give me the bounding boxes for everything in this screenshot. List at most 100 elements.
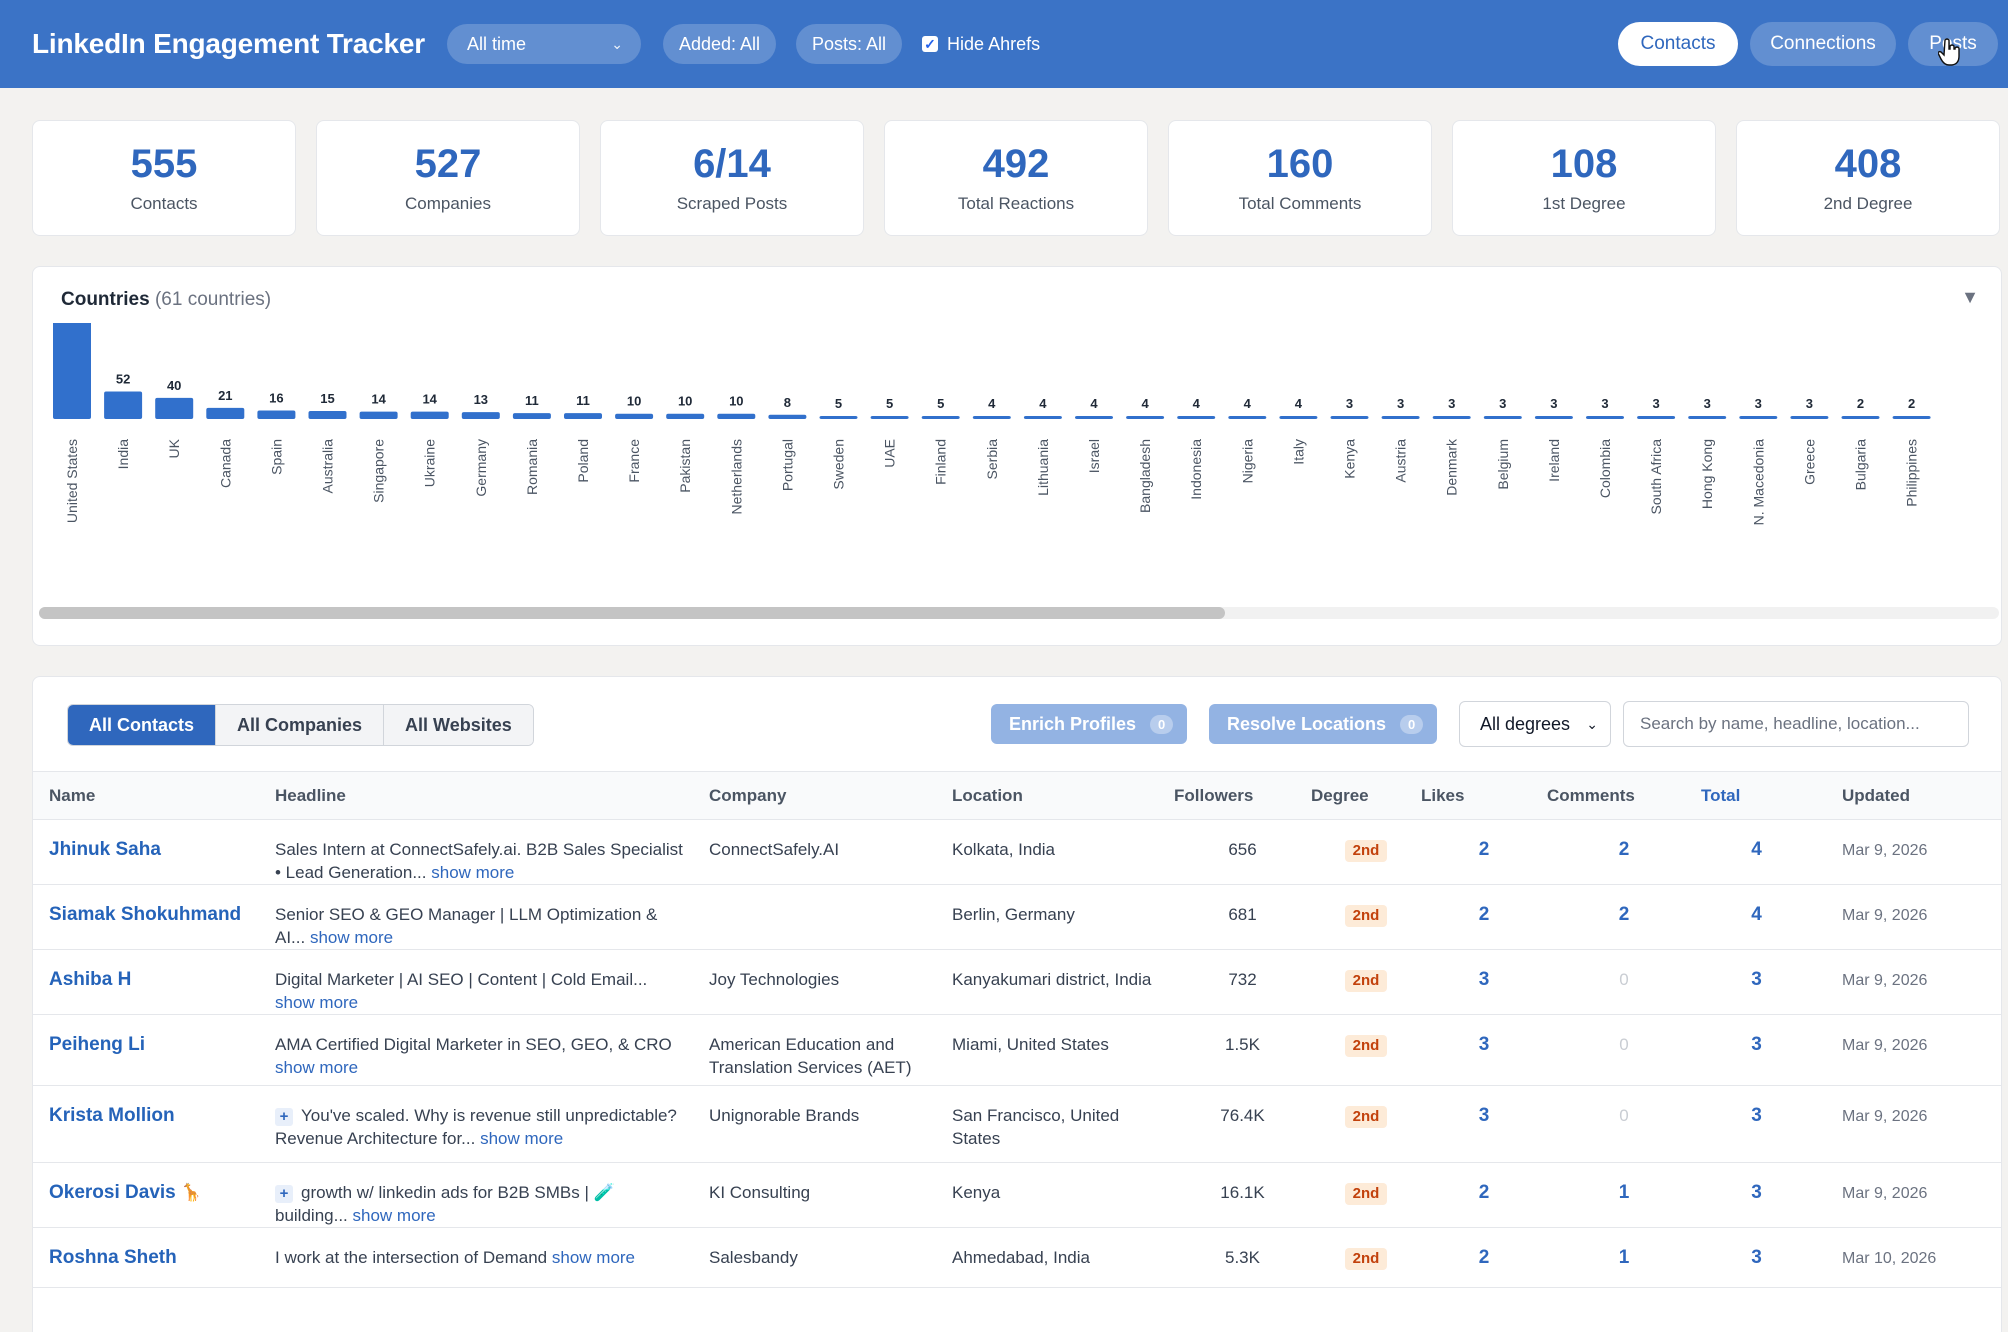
total-count[interactable]: 3 (1751, 1105, 1762, 1126)
bar-belgium[interactable] (1483, 416, 1522, 419)
show-more-link[interactable]: show more (431, 863, 515, 882)
show-more-link[interactable]: show more (551, 1248, 636, 1267)
time-filter-select[interactable]: All time ⌄ (446, 24, 641, 64)
table-row[interactable]: Roshna Sheth I work at the intersection … (33, 1227, 2001, 1288)
nav-contacts-button[interactable]: Contacts (1618, 22, 1738, 66)
bar-singapore[interactable] (359, 411, 398, 419)
total-count[interactable]: 3 (1751, 1182, 1762, 1203)
tab-all-companies[interactable]: All Companies (216, 705, 385, 745)
table-row[interactable]: Ashiba H Digital Marketer | AI SEO | Con… (33, 949, 2001, 1015)
column-header-degree[interactable]: Degree (1311, 771, 1421, 820)
table-row[interactable]: Peiheng Li AMA Certified Digital Markete… (33, 1014, 2001, 1086)
total-count[interactable]: 3 (1751, 969, 1762, 990)
column-header-total[interactable]: Total (1701, 771, 1812, 820)
total-count[interactable]: 3 (1751, 1247, 1762, 1268)
contact-name-link[interactable]: Roshna Sheth (49, 1247, 177, 1268)
bar-france[interactable] (615, 413, 654, 419)
likes-count-link[interactable]: 3 (1478, 1034, 1490, 1055)
bar-ireland[interactable] (1534, 416, 1573, 419)
show-more-link[interactable]: show more (275, 993, 359, 1012)
hide-ahrefs-toggle[interactable]: ✓ Hide Ahrefs (922, 34, 1040, 55)
tab-all-contacts[interactable]: All Contacts (68, 705, 217, 745)
table-row[interactable]: Siamak Shokuhmand Senior SEO & GEO Manag… (33, 884, 2001, 950)
resolve-locations-button[interactable]: Resolve Locations 0 (1209, 704, 1438, 744)
bar-italy[interactable] (1279, 416, 1318, 419)
bar-uae[interactable] (870, 416, 909, 419)
nav-connections-button[interactable]: Connections (1750, 22, 1896, 66)
bar-greece[interactable] (1790, 416, 1829, 419)
chart-scrollbar[interactable] (39, 607, 1999, 619)
bar-kenya[interactable] (1330, 416, 1369, 419)
bar-ukraine[interactable] (410, 411, 449, 419)
tab-all-websites[interactable]: All Websites (384, 705, 533, 745)
bar-israel[interactable] (1075, 416, 1113, 419)
bar-australia[interactable] (308, 411, 347, 419)
bar-romania[interactable] (512, 413, 551, 419)
likes-count-link[interactable]: 2 (1478, 1182, 1490, 1203)
show-more-link[interactable]: show more (309, 928, 394, 947)
bar-bangladesh[interactable] (1126, 416, 1165, 419)
posts-filter-button[interactable]: Posts: All (796, 24, 903, 64)
enrich-profiles-button[interactable]: Enrich Profiles 0 (991, 704, 1188, 744)
column-header-updated[interactable]: Updated (1812, 771, 2001, 820)
bar-netherlands[interactable] (717, 413, 756, 419)
comments-count[interactable]: 1 (1618, 1247, 1630, 1268)
contact-name-link[interactable]: Siamak Shokuhmand (49, 904, 242, 925)
show-more-link[interactable]: show more (352, 1206, 436, 1225)
bar-germany[interactable] (461, 412, 500, 419)
checkbox-checked-icon[interactable]: ✓ (922, 36, 939, 52)
bar-bulgaria[interactable] (1841, 416, 1880, 419)
bar-portugal[interactable] (768, 414, 807, 419)
bar-austria[interactable] (1381, 416, 1420, 419)
likes-count-link[interactable]: 2 (1478, 904, 1490, 925)
bar-indonesia[interactable] (1177, 416, 1216, 419)
bar-n-macedonia[interactable] (1739, 416, 1778, 419)
total-count[interactable]: 4 (1751, 904, 1762, 925)
bar-united-states[interactable] (53, 323, 91, 419)
bar-uk[interactable] (155, 397, 194, 419)
likes-count-link[interactable]: 3 (1478, 969, 1490, 990)
bar-hong-kong[interactable] (1688, 416, 1727, 419)
bar-denmark[interactable] (1432, 416, 1471, 419)
bar-serbia[interactable] (972, 416, 1011, 419)
bar-colombia[interactable] (1586, 416, 1624, 419)
contact-name-link[interactable]: Krista Mollion (49, 1105, 175, 1126)
column-header-comments[interactable]: Comments (1547, 771, 1701, 820)
search-input[interactable] (1623, 701, 1969, 747)
table-row[interactable]: Jhinuk Saha Sales Intern at ConnectSafel… (33, 819, 2001, 885)
table-row[interactable]: Krista Mollion + You've scaled. Why is re… (33, 1085, 2001, 1163)
likes-count-link[interactable]: 2 (1478, 839, 1490, 860)
bar-sweden[interactable] (819, 416, 858, 419)
column-header-followers[interactable]: Followers (1174, 771, 1311, 820)
contact-name-link[interactable]: Ashiba H (49, 969, 132, 990)
contact-name-link[interactable]: Okerosi Davis (49, 1182, 176, 1203)
bar-nigeria[interactable] (1228, 416, 1267, 419)
comments-count[interactable]: 2 (1618, 839, 1630, 860)
comments-count[interactable]: 1 (1618, 1182, 1630, 1203)
bar-spain[interactable] (257, 410, 296, 419)
bar-finland[interactable] (921, 416, 960, 419)
column-header-company[interactable]: Company (709, 771, 952, 820)
likes-count-link[interactable]: 3 (1478, 1105, 1490, 1126)
added-filter-button[interactable]: Added: All (662, 24, 777, 64)
total-count[interactable]: 4 (1751, 839, 1762, 860)
column-header-location[interactable]: Location (952, 771, 1174, 820)
bar-pakistan[interactable] (666, 413, 705, 419)
column-header-likes[interactable]: Likes (1421, 771, 1547, 820)
likes-count-link[interactable]: 2 (1478, 1247, 1490, 1268)
bar-philippines[interactable] (1892, 416, 1931, 419)
bar-poland[interactable] (564, 413, 602, 419)
show-more-link[interactable]: show more (275, 1058, 359, 1077)
degree-filter-select[interactable]: All degrees ⌄ (1459, 701, 1611, 747)
comments-count[interactable]: 2 (1618, 904, 1630, 925)
chart-scrollbar-thumb[interactable] (39, 607, 1225, 619)
bar-south-africa[interactable] (1637, 416, 1676, 419)
total-count[interactable]: 3 (1751, 1034, 1762, 1055)
contact-name-link[interactable]: Jhinuk Saha (49, 839, 161, 860)
column-header-name[interactable]: Name (33, 771, 275, 820)
table-row[interactable]: Okerosi Davis 🦒 + growth w/ linkedin ads f… (33, 1162, 2001, 1228)
collapse-triangle-icon[interactable]: ▼ (1961, 287, 1979, 307)
column-header-headline[interactable]: Headline (275, 771, 709, 820)
bar-india[interactable] (104, 391, 143, 419)
contact-name-link[interactable]: Peiheng Li (49, 1034, 146, 1055)
